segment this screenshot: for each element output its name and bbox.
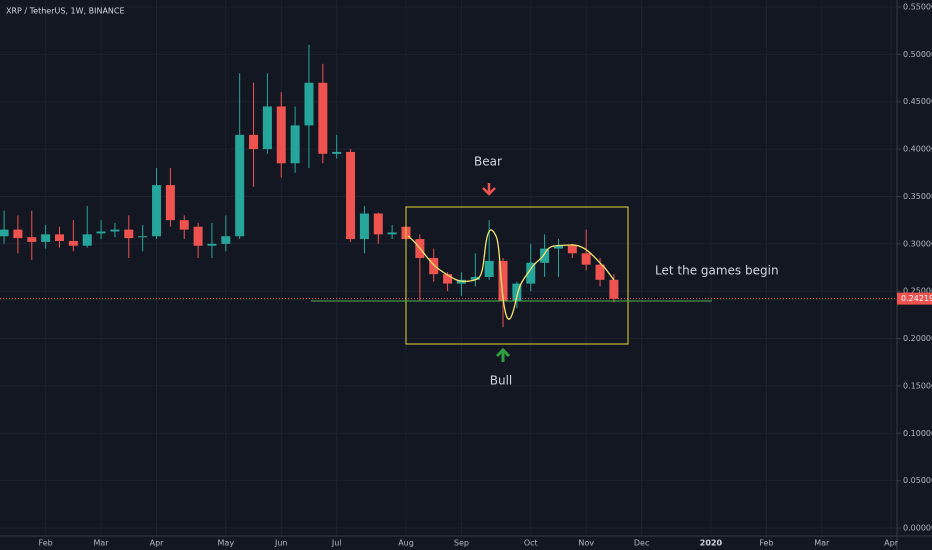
candle-body [110, 229, 120, 232]
x-tick-label: Jul [331, 539, 342, 548]
x-tick-label: May [218, 539, 235, 548]
range-box [405, 206, 629, 345]
candle-body [512, 283, 522, 301]
candle-body [0, 229, 9, 237]
candle-body [55, 234, 64, 241]
candle-body [193, 226, 203, 246]
candle-body [429, 258, 439, 275]
candle-body [553, 245, 563, 249]
x-tick-label: 2020 [700, 539, 723, 548]
candle-body [332, 151, 342, 154]
candle-body [165, 185, 175, 221]
chart-title: XRP / TetherUS, 1W, BINANCE [6, 7, 125, 16]
candle-body [526, 262, 536, 284]
candle-body [235, 134, 245, 237]
x-tick-label: Feb [759, 539, 773, 548]
candle-body [96, 231, 106, 234]
last-price-tag [897, 292, 932, 305]
candle-body [595, 264, 605, 280]
bear-arrow [482, 183, 496, 196]
candle-body [609, 279, 619, 299]
candle-body [249, 134, 259, 150]
candle-body [82, 234, 92, 246]
candle-body [152, 185, 162, 237]
candle-body [346, 151, 356, 240]
x-tick-label: Oct [524, 539, 538, 548]
x-tick-label: Feb [39, 539, 53, 548]
x-tick-label: Mar [94, 539, 110, 548]
candle-body [540, 248, 550, 263]
candle-body [138, 236, 148, 238]
x-tick-label: Sep [454, 539, 469, 548]
candle-body [207, 243, 217, 246]
candle-body [581, 253, 591, 265]
annotation: Bear [474, 155, 502, 169]
candle-body [567, 245, 577, 254]
x-tick-label: Aug [398, 539, 414, 548]
grid [0, 0, 897, 536]
bull-arrow [495, 347, 511, 362]
candle-body [13, 229, 23, 239]
candle-body [41, 234, 51, 242]
drawings: Bear Bull Let the games begin [311, 155, 779, 388]
candle-body [387, 232, 397, 235]
x-tick-label: Apr [150, 539, 165, 548]
y-tick-label: 0.55000 [903, 2, 932, 11]
candle-body [443, 274, 453, 284]
candle-body [484, 260, 494, 277]
candle-body [359, 213, 369, 240]
candle-body [276, 106, 286, 164]
x-tick-label: Nov [578, 539, 594, 548]
candle-body [68, 240, 78, 246]
x-tick-label: Mar [814, 539, 830, 548]
x-tick-label: Jun [274, 539, 288, 548]
trend-curve [407, 229, 615, 320]
x-tick-label: Dec [634, 539, 649, 548]
candle-body [221, 236, 231, 244]
candle-body [498, 260, 508, 301]
candle-body [470, 276, 480, 280]
candle-body [124, 229, 134, 239]
candle-body [27, 237, 37, 242]
candle-body [262, 106, 272, 150]
candle-body [373, 213, 383, 235]
x-tick-label: Apr [884, 539, 899, 548]
plot-area [0, 44, 897, 328]
candle-body [318, 82, 328, 154]
candle-body [179, 220, 189, 230]
annotation: Bull [490, 374, 513, 388]
annotation: Let the games begin [655, 264, 779, 278]
candle-body [304, 82, 314, 126]
last-price-label: 0.24219 [901, 294, 932, 303]
candle-body [290, 125, 300, 164]
